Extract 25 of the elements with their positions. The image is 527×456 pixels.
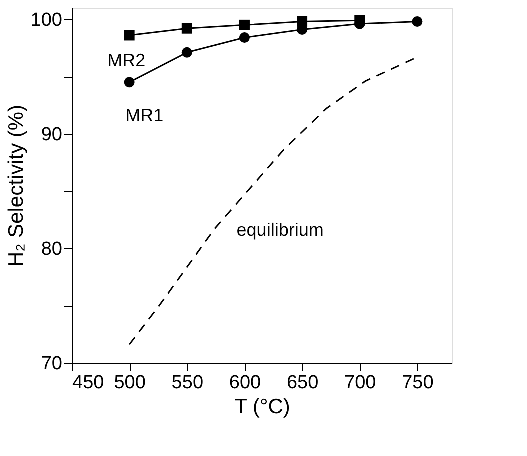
point — [239, 20, 250, 30]
point — [239, 32, 250, 44]
x-tick-label: 600 — [229, 372, 262, 394]
point — [354, 15, 366, 26]
y-axis-title: H₂ Selectivity (%) — [4, 104, 28, 268]
annotation: MR2 — [108, 50, 146, 70]
point — [182, 23, 192, 34]
y-tick-label: 80 — [41, 238, 62, 260]
y-tick-label: 90 — [41, 124, 62, 146]
x-tick-label: 650 — [286, 372, 319, 394]
point — [124, 30, 135, 41]
point — [124, 77, 135, 88]
x-axis-title: T (°C) — [234, 396, 290, 418]
y-tick-label: 70 — [41, 354, 62, 374]
x-tick-label: 700 — [344, 372, 376, 394]
point — [297, 16, 308, 27]
x-tick-label: 450 — [72, 372, 104, 394]
annotation: MR1 — [126, 105, 164, 126]
point — [182, 47, 192, 58]
x-tick-label: 550 — [172, 372, 204, 394]
x-tick-label: 500 — [114, 372, 146, 394]
y-tick-label: 100 — [30, 10, 62, 31]
point — [412, 16, 423, 27]
x-tick-label: 750 — [402, 372, 434, 394]
annotation: equilibrium — [236, 220, 324, 240]
